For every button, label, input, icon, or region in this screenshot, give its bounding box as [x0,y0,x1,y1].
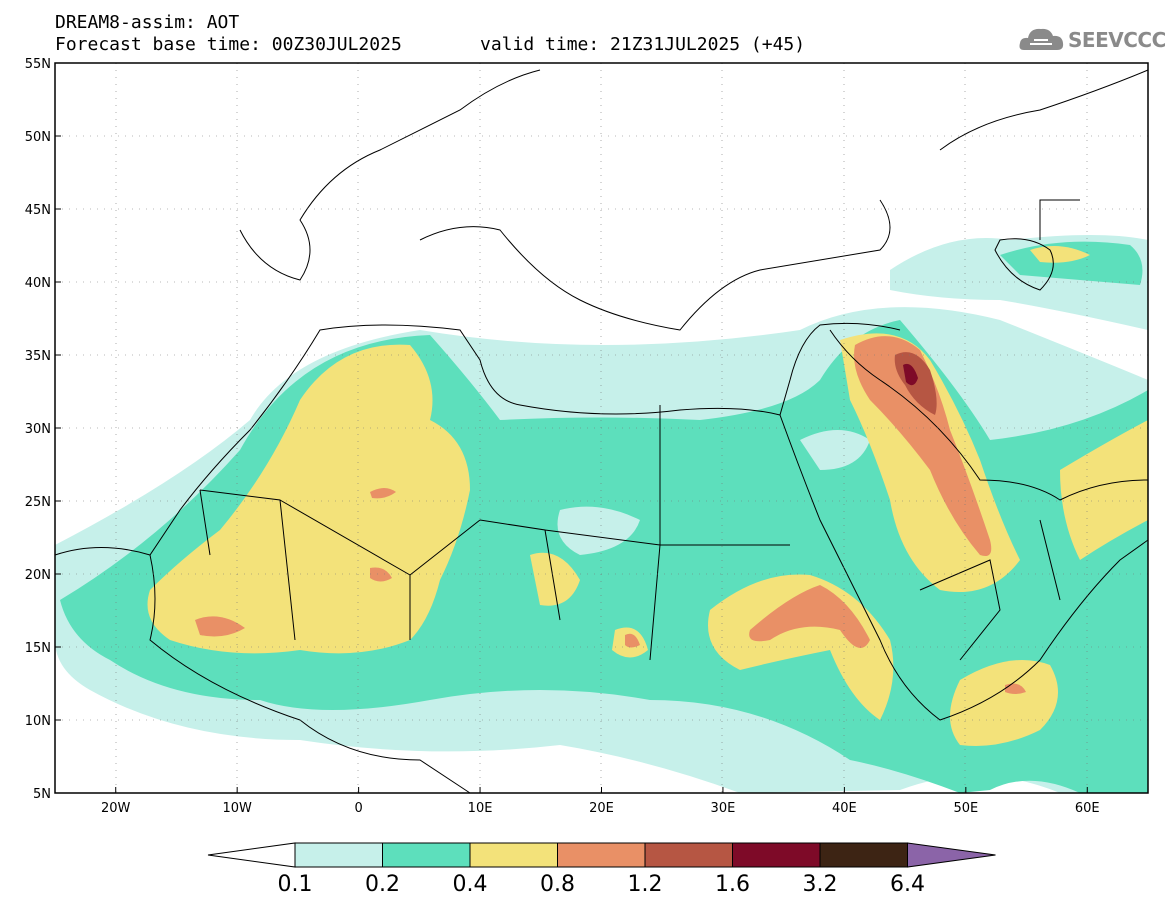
lat-tick-label: 20N [25,568,51,583]
lon-tick-label: 60E [1075,801,1100,816]
colorbar-swatch [732,842,821,868]
lat-tick-label: 30N [25,422,51,437]
lat-tick-label: 5N [33,787,51,802]
colorbar [207,842,996,868]
latitude-ticks: 5N 10N 15N 20N 25N 30N 35N 40N 45N 50N 55N [25,57,61,802]
colorbar-tick-label: 0.2 [365,872,400,897]
lon-tick-label: 10E [468,801,493,816]
aot-fields [55,235,1148,793]
colorbar-swatch [469,842,558,868]
colorbar-swatch [294,842,383,868]
lat-lon-grid [55,63,1148,793]
lat-tick-label: 55N [25,57,51,72]
colorbar-tick-label: 3.2 [802,872,838,897]
colorbar-tick-label: 0.4 [452,872,488,897]
lat-tick-label: 15N [25,641,51,656]
lon-tick-label: 20E [589,801,614,816]
valid-time: valid time: 21Z31JUL2025 (+45) [480,34,806,55]
lon-tick-label: 0 [354,801,362,816]
colorbar-under-arrow [207,842,296,868]
colorbar-swatch [819,842,908,868]
colorbar-swatch [382,842,471,868]
cloud-icon [1019,28,1064,50]
coastlines [54,69,1149,794]
lat-tick-label: 35N [25,349,51,364]
logo-text: SEEVCCC [1068,28,1165,52]
lat-tick-label: 40N [25,276,51,291]
colorbar-over-arrow [907,842,996,868]
longitude-ticks: 20W 10W 0 10E 20E 30E 40E 50E 60E [101,787,1100,816]
seevccc-logo: SEEVCCC [1018,22,1165,58]
colorbar-tick-label: 1.2 [627,872,663,897]
colorbar-tick-label: 0.1 [277,872,313,897]
colorbar-swatch [557,842,646,868]
lon-tick-label: 40E [832,801,857,816]
colorbar-swatch [644,842,733,868]
lon-tick-label: 10W [222,801,252,816]
colorbar-tick-label: 6.4 [890,872,925,897]
colorbar-tick-label: 0.8 [540,872,575,897]
lon-tick-label: 50E [953,801,978,816]
lat-tick-label: 10N [25,714,51,729]
lat-tick-label: 45N [25,203,51,218]
map-title: DREAM8-assim: AOT [55,12,240,33]
lon-tick-label: 20W [101,801,131,816]
lon-tick-label: 30E [711,801,736,816]
lat-tick-label: 50N [25,130,51,145]
lat-tick-label: 25N [25,495,51,510]
forecast-base-time: Forecast base time: 00Z30JUL2025 [55,34,402,55]
colorbar-tick-label: 1.6 [715,872,750,897]
